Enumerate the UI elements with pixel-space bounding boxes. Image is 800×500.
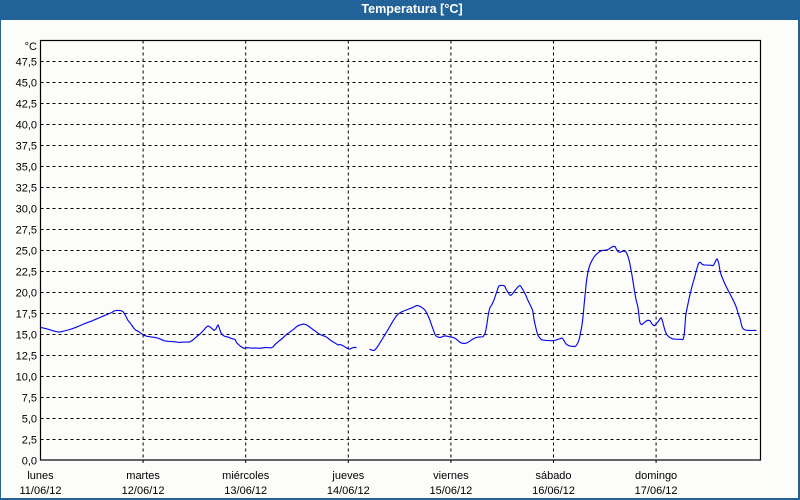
svg-text:°C: °C: [25, 41, 37, 53]
svg-text:lunes: lunes: [27, 470, 54, 482]
svg-text:domingo: domingo: [635, 470, 677, 482]
svg-text:12/06/12: 12/06/12: [122, 485, 165, 497]
svg-text:miércoles: miércoles: [222, 470, 270, 482]
svg-text:20,0: 20,0: [16, 287, 37, 299]
svg-text:0,0: 0,0: [22, 455, 37, 467]
svg-text:viernes: viernes: [433, 470, 469, 482]
svg-text:5,0: 5,0: [22, 413, 37, 425]
svg-text:32,5: 32,5: [16, 182, 37, 194]
svg-text:14/06/12: 14/06/12: [327, 485, 370, 497]
svg-text:sábado: sábado: [535, 470, 571, 482]
svg-text:15,0: 15,0: [16, 329, 37, 341]
svg-text:40,0: 40,0: [16, 119, 37, 131]
svg-text:17/06/12: 17/06/12: [635, 485, 678, 497]
svg-text:27,5: 27,5: [16, 224, 37, 236]
svg-text:45,0: 45,0: [16, 77, 37, 89]
svg-text:25,0: 25,0: [16, 245, 37, 257]
svg-text:jueves: jueves: [331, 470, 364, 482]
svg-text:30,0: 30,0: [16, 203, 37, 215]
svg-text:42,5: 42,5: [16, 98, 37, 110]
svg-text:7,5: 7,5: [22, 392, 37, 404]
svg-text:12,5: 12,5: [16, 350, 37, 362]
svg-text:martes: martes: [126, 470, 160, 482]
svg-text:10,0: 10,0: [16, 371, 37, 383]
svg-text:47,5: 47,5: [16, 56, 37, 68]
svg-text:15/06/12: 15/06/12: [429, 485, 472, 497]
svg-text:13/06/12: 13/06/12: [224, 485, 267, 497]
svg-text:17,5: 17,5: [16, 308, 37, 320]
svg-text:37,5: 37,5: [16, 140, 37, 152]
svg-text:2,5: 2,5: [22, 434, 37, 446]
svg-text:35,0: 35,0: [16, 161, 37, 173]
svg-text:22,5: 22,5: [16, 266, 37, 278]
svg-text:16/06/12: 16/06/12: [532, 485, 575, 497]
svg-text:11/06/12: 11/06/12: [19, 485, 61, 497]
